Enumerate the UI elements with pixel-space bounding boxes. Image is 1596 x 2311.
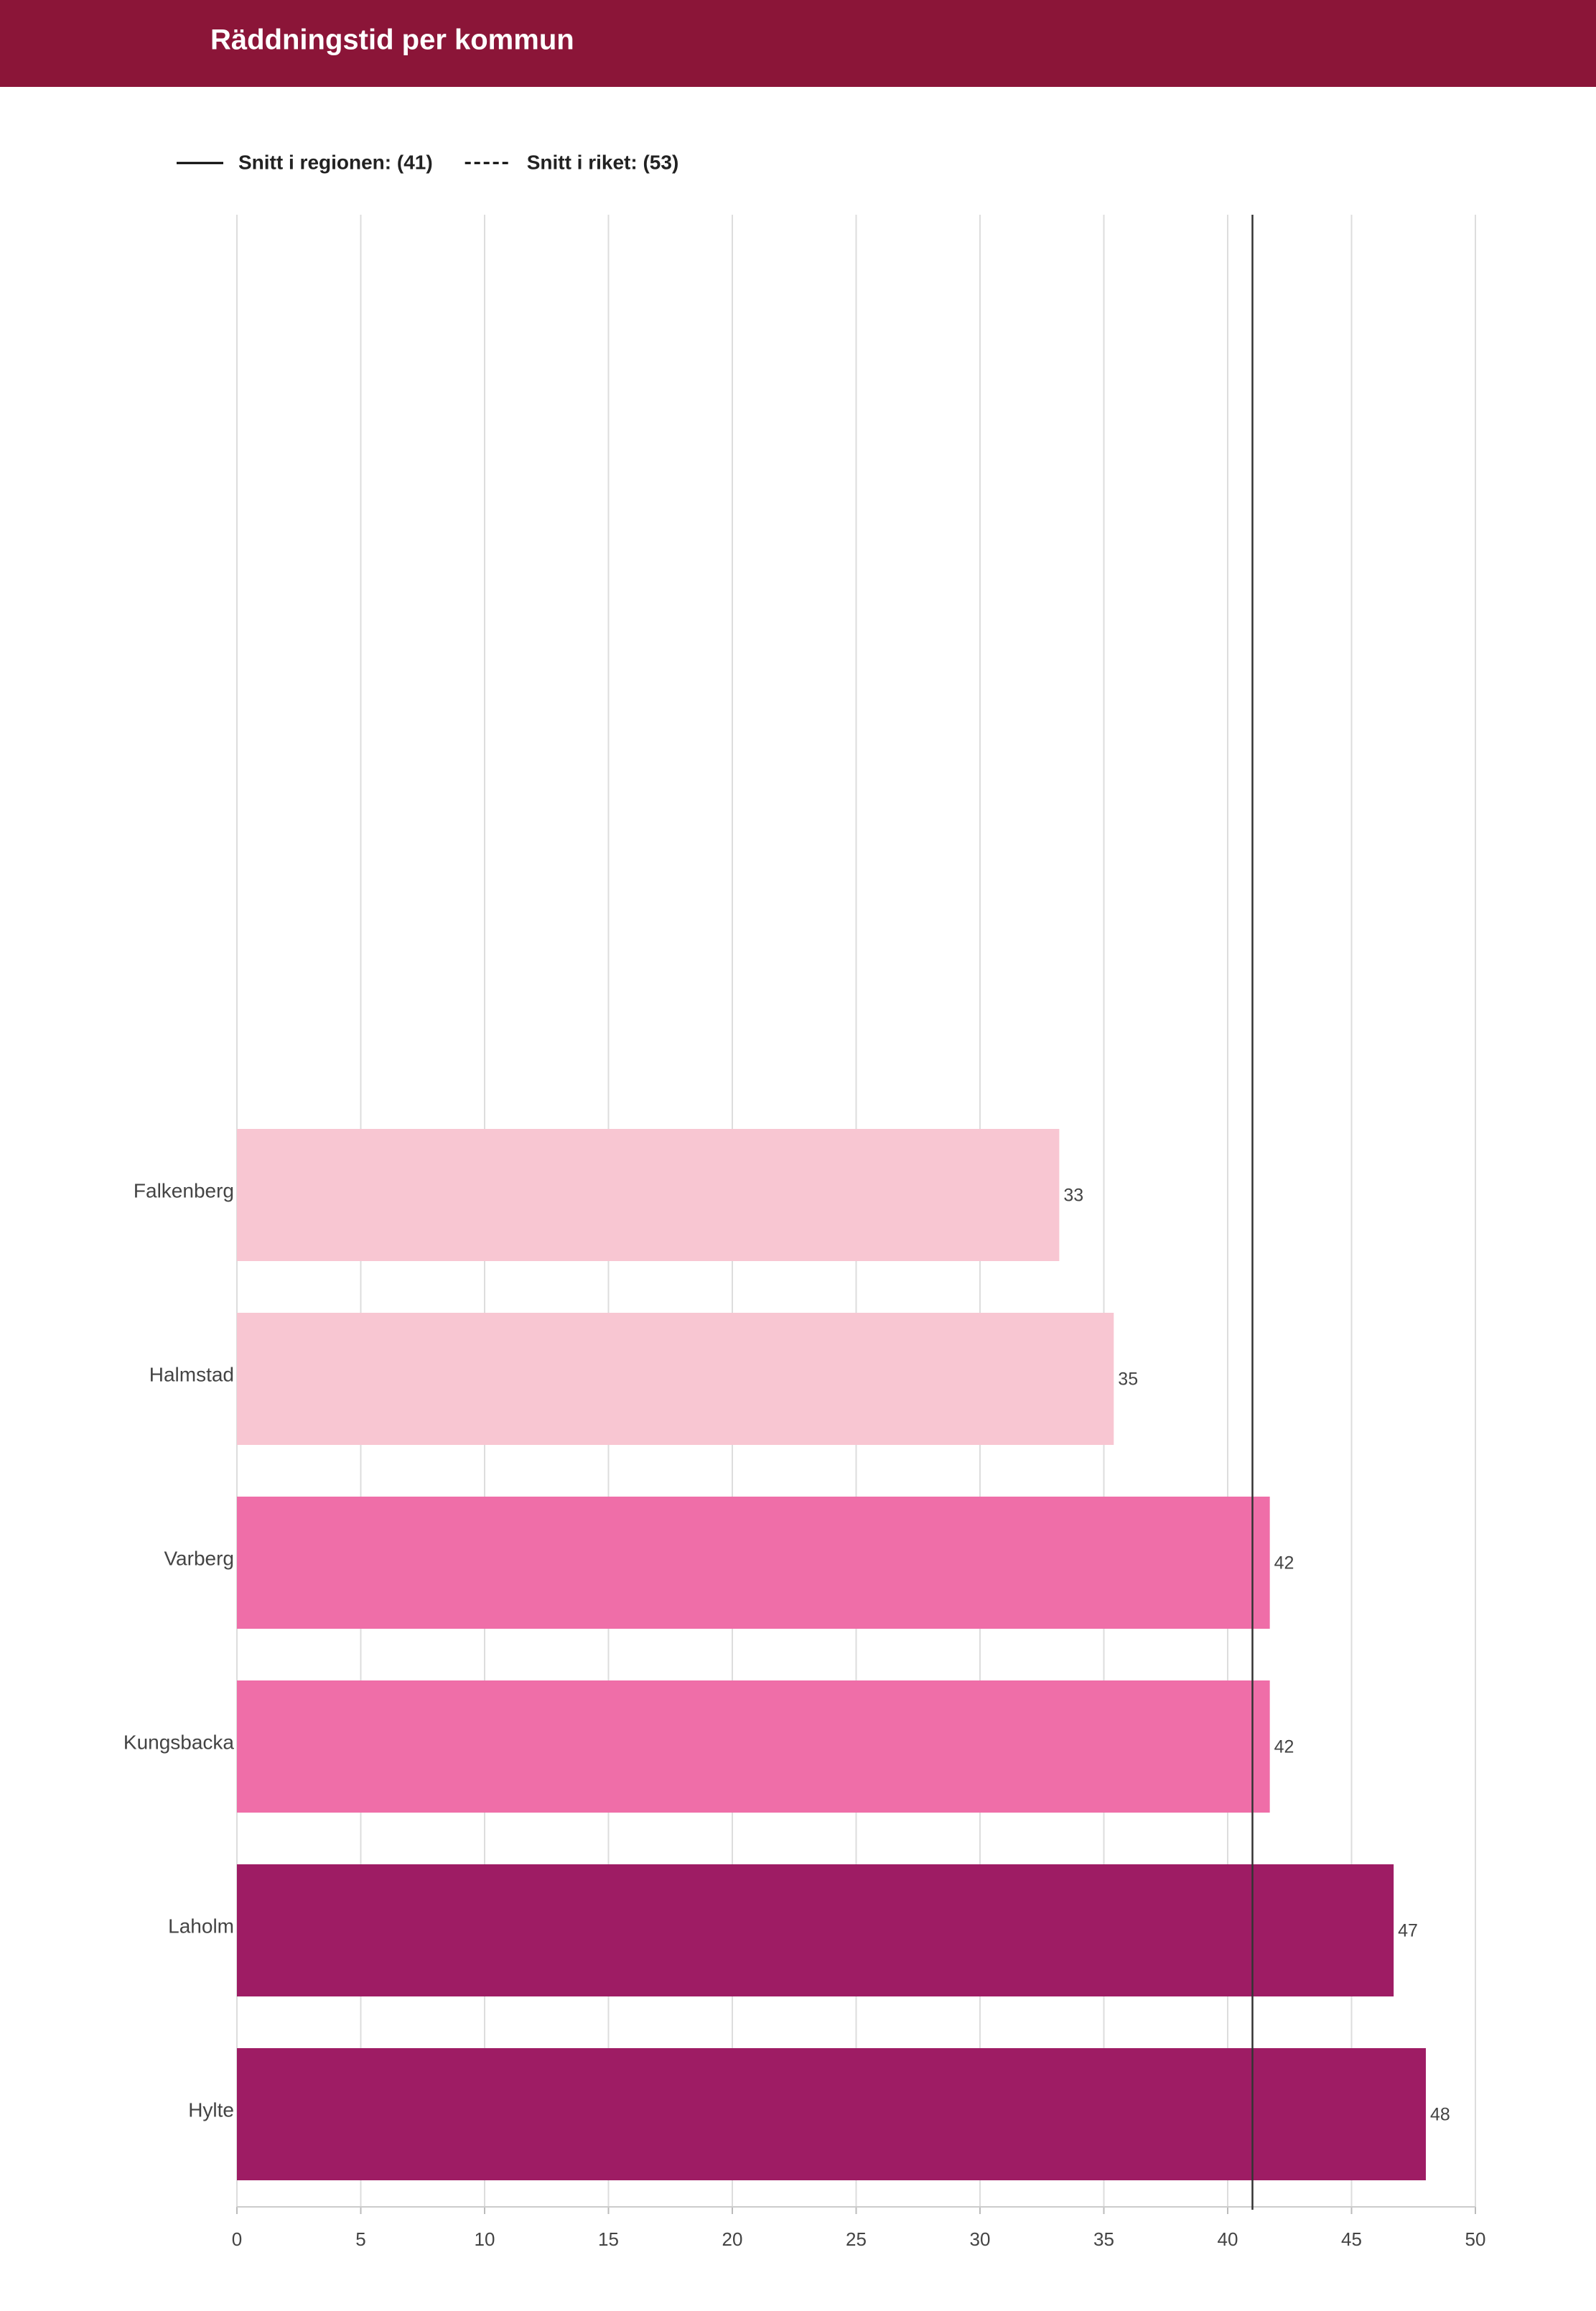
x-tick-label: 25 <box>846 2228 867 2250</box>
chart-title: Räddningstid per kommun <box>210 24 574 56</box>
value-label: 48 <box>1430 2105 1450 2125</box>
x-tick-label: 5 <box>355 2228 365 2250</box>
category-label: Varberg <box>164 1547 234 1569</box>
category-label: Hylte <box>188 2098 234 2121</box>
header-bar <box>0 0 1596 87</box>
x-tick-label: 45 <box>1341 2228 1362 2250</box>
bar <box>237 1497 1270 1629</box>
category-label: Halmstad <box>149 1363 234 1385</box>
legend-label: Snitt i regionen: (41) <box>238 151 433 173</box>
bar <box>237 1129 1060 1261</box>
value-label: 47 <box>1398 1921 1418 1941</box>
category-label: Falkenberg <box>134 1179 234 1201</box>
category-label: Laholm <box>168 1915 234 1937</box>
x-tick-label: 40 <box>1218 2228 1238 2250</box>
bar <box>237 2048 1426 2180</box>
value-label: 33 <box>1063 1186 1083 1206</box>
bar <box>237 1680 1270 1813</box>
value-label: 42 <box>1274 1737 1294 1757</box>
bar <box>237 1313 1114 1445</box>
x-tick-label: 10 <box>475 2228 495 2250</box>
x-tick-label: 20 <box>722 2228 743 2250</box>
bar <box>237 1864 1394 1996</box>
x-tick-label: 0 <box>232 2228 242 2250</box>
value-label: 42 <box>1274 1553 1294 1573</box>
x-tick-label: 15 <box>598 2228 619 2250</box>
value-label: 35 <box>1118 1370 1138 1390</box>
x-tick-label: 50 <box>1465 2228 1486 2250</box>
category-label: Kungsbacka <box>123 1731 235 1753</box>
legend-label: Snitt i riket: (53) <box>527 151 679 173</box>
x-tick-label: 30 <box>970 2228 991 2250</box>
x-tick-label: 35 <box>1093 2228 1114 2250</box>
